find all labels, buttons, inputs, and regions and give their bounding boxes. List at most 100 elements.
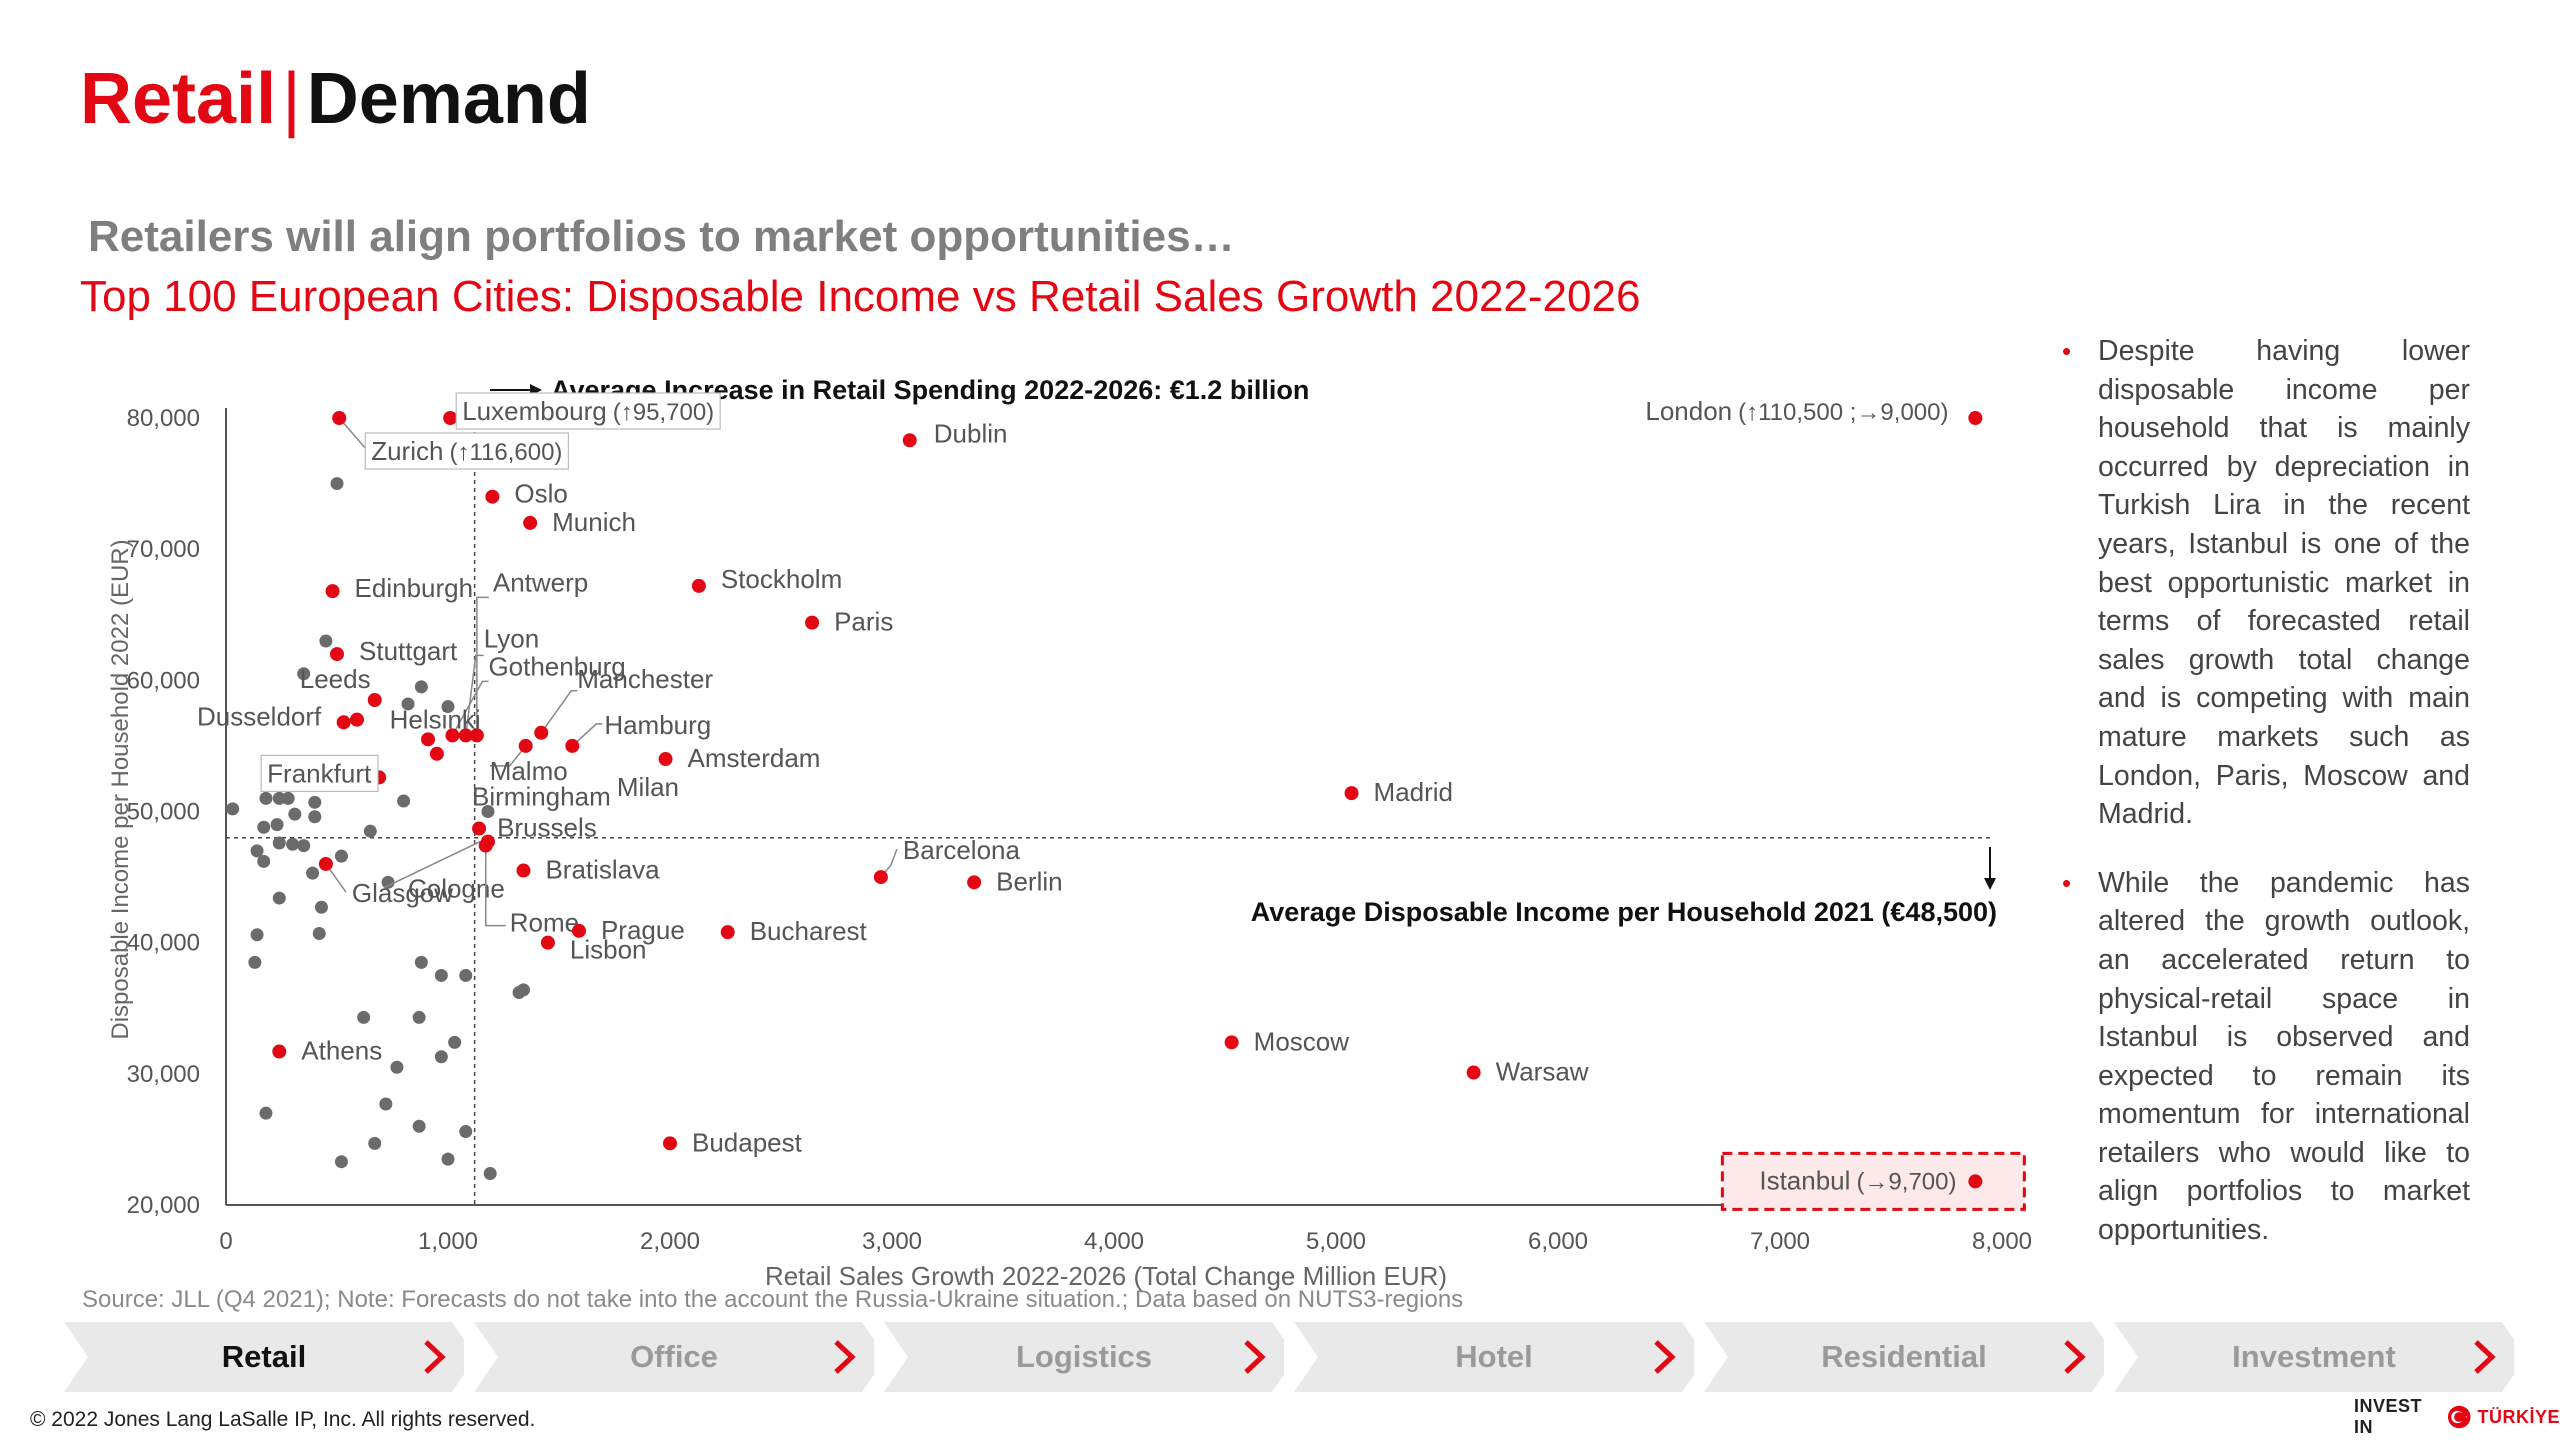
city-label: Amsterdam (688, 743, 821, 773)
city-point (330, 647, 344, 662)
city-label: Helsinki (390, 704, 481, 734)
chevron-right-icon (834, 1340, 856, 1374)
nav-tab-office[interactable]: Office (474, 1322, 874, 1392)
leader-line (484, 845, 506, 927)
city-point (363, 824, 377, 838)
city-name: Frankfurt (267, 758, 372, 788)
city-name: Antwerp (493, 567, 588, 597)
city-point (270, 818, 284, 832)
city-frankfurt: Frankfurt (260, 754, 387, 792)
city-point (445, 728, 460, 743)
city-birmingham: Birmingham (421, 732, 611, 811)
city-label: Istanbul (→9,700) (1759, 1165, 1956, 1195)
city-label: Munich (552, 507, 636, 537)
city-name: Rome (510, 908, 579, 938)
scatter-chart: 0 1,000 2,000 3,000 4,000 5,000 6,000 7,000 8,00… (107, 375, 2032, 1291)
logo-text-turkiye: TÜRKİYE (2477, 1406, 2560, 1427)
title-secondary: Demand (306, 59, 591, 139)
city-amsterdam: Amsterdam (658, 743, 821, 773)
x-tick-label: 5,000 (1306, 1228, 1366, 1255)
city-hamburg: Hamburg (565, 710, 711, 753)
bullet-text: While the pandemic has altered the growt… (2098, 866, 2470, 1247)
city-label: Brussels (497, 813, 597, 843)
city-name: Bratislava (545, 855, 660, 885)
y-axis-label: Disposable Income per Household 2022 (EU… (107, 539, 134, 1039)
city-point (257, 854, 271, 868)
city-berlin: Berlin (967, 866, 1063, 896)
city-point (390, 1060, 404, 1074)
city-point (334, 1155, 348, 1169)
city-point (318, 856, 333, 871)
chevron-right-icon (2474, 1340, 2496, 1374)
city-label: Lyon (484, 623, 539, 653)
city-barcelona: Barcelona (873, 835, 1021, 885)
city-name: Istanbul (1759, 1165, 1850, 1195)
nav-tab-retail[interactable]: Retail (64, 1322, 464, 1392)
leader-line (571, 723, 603, 747)
leader-line (383, 840, 481, 889)
city-name: Berlin (996, 866, 1062, 896)
city-label: Warsaw (1496, 1057, 1589, 1087)
x-tick-label: 6,000 (1528, 1228, 1588, 1255)
title-separator: | (282, 59, 301, 139)
x-tick-label: 4,000 (1084, 1228, 1144, 1255)
city-point (805, 615, 820, 630)
nav-tab-label: Office (630, 1339, 718, 1374)
city-brussels: Brussels (472, 813, 597, 843)
nav-tab-hotel[interactable]: Hotel (1294, 1322, 1694, 1392)
city-name: Brussels (497, 813, 597, 843)
city-name: Lisbon (570, 935, 647, 965)
city-malmo: Malmo (489, 738, 568, 786)
city-point (272, 836, 286, 850)
city-point (308, 795, 322, 809)
city-name: Dusseldorf (197, 702, 322, 732)
city-name: Warsaw (1496, 1057, 1589, 1087)
bullet-item: • Despite having lower disposable income … (2062, 332, 2470, 834)
city-label: Malmo (490, 756, 568, 786)
city-point (381, 875, 395, 889)
x-axis-label: Retail Sales Growth 2022-2026 (Total Cha… (765, 1261, 1447, 1291)
page-subtitle: Retailers will align portfolios to marke… (88, 212, 1235, 261)
y-tick-label: 60,000 (127, 667, 200, 694)
city-antwerp: Antwerp (469, 567, 588, 743)
nav-tab-logistics[interactable]: Logistics (884, 1322, 1284, 1392)
chart-title: Top 100 European Cities: Disposable Inco… (80, 272, 1641, 321)
city-label: Hamburg (604, 710, 711, 740)
city-point (272, 1044, 287, 1059)
city-point (691, 578, 706, 593)
city-label: Cologne (408, 874, 505, 904)
city-name: Birmingham (472, 781, 611, 811)
city-point (336, 715, 351, 730)
invest-in-turkiye-logo: INVEST IN TÜRKİYE (2354, 1396, 2560, 1437)
nav-tab-label: Logistics (1015, 1339, 1153, 1374)
city-name: Lyon (484, 623, 539, 653)
city-name: Stuttgart (359, 636, 458, 666)
y-tick-label: 20,000 (127, 1192, 200, 1219)
city-point (429, 746, 444, 761)
city-point (401, 697, 415, 711)
city-point (397, 794, 411, 808)
city-paris: Paris (805, 607, 893, 637)
city-label: Leeds (300, 664, 371, 694)
nav-tab-investment[interactable]: Investment (2114, 1322, 2514, 1392)
nav-tab-label: Investment (2232, 1339, 2396, 1374)
city-point (272, 791, 286, 805)
city-name: Prague (601, 915, 685, 945)
city-point (1968, 411, 1983, 425)
city-label: Luxembourg (↑95,700) (462, 396, 714, 426)
city-point (658, 752, 673, 767)
city-name: Madrid (1374, 777, 1453, 807)
nav-tab-residential[interactable]: Residential (1704, 1322, 2104, 1392)
arrow-down-icon (1984, 878, 1996, 890)
city-point (967, 875, 982, 890)
city-label: Antwerp (493, 567, 588, 597)
city-name: London (1645, 396, 1732, 426)
city-name: Oslo (514, 479, 567, 509)
city-point (330, 477, 344, 491)
city-budapest: Budapest (663, 1127, 803, 1157)
city-label: Oslo (514, 479, 567, 509)
city-point (421, 732, 436, 747)
city-label: Gothenburg (488, 651, 625, 681)
city-dublin: Dublin (902, 418, 1007, 448)
city-point (1224, 1035, 1239, 1050)
